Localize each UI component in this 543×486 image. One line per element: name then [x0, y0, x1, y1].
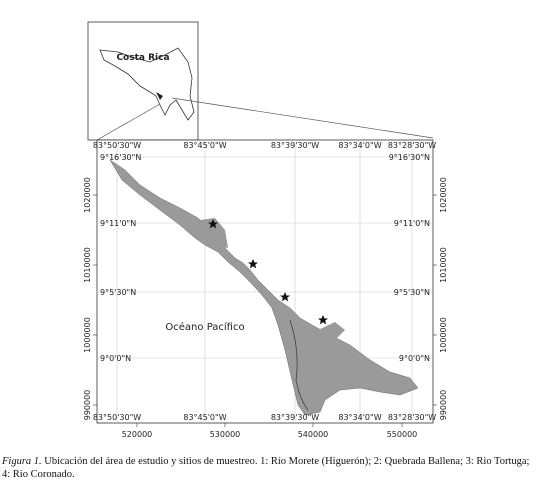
- easting-label: 520000: [122, 430, 153, 439]
- northing-label: 1010000: [83, 247, 92, 283]
- estuary: [200, 218, 228, 248]
- longitude-label: 83°28'30"W: [388, 413, 436, 422]
- longitude-label: 83°39'30"W: [271, 141, 319, 150]
- northing-label: 990000: [83, 390, 92, 421]
- northing-label: 990000: [439, 390, 448, 421]
- river: [289, 319, 309, 411]
- longitude-label: 83°45'0"W: [183, 413, 226, 422]
- longitude-label: 83°39'30"W: [271, 413, 319, 422]
- northing-label: 1010000: [439, 247, 448, 283]
- northing-label: 1000000: [439, 317, 448, 353]
- northing-label: 1020000: [439, 177, 448, 213]
- longitude-label: 83°34'0"W: [338, 141, 381, 150]
- caption-text: Ubicación del área de estudio y sitios d…: [2, 456, 530, 480]
- latitude-label: 9°0'0"N: [100, 354, 131, 363]
- map-figure: Costa Rica Océano Pacífico 83°50'30"W 83°…: [83, 21, 448, 439]
- sea-label: Océano Pacífico: [165, 321, 244, 333]
- caption-label: Figura 1.: [2, 456, 42, 467]
- costa-rica-outline: [99, 47, 195, 121]
- site-star: [248, 259, 258, 269]
- latitude-label: 9°11'0"N: [100, 219, 136, 228]
- longitude-label: 83°28'30"W: [388, 141, 436, 150]
- easting-label: 550000: [387, 430, 418, 439]
- connector-line: [96, 103, 161, 141]
- easting-label: 540000: [298, 430, 329, 439]
- site-star: [208, 219, 218, 229]
- connector-line: [171, 97, 434, 139]
- latitude-label: 9°5'30"N: [100, 288, 136, 297]
- northing-label: 1020000: [83, 177, 92, 213]
- study-area-marker: [156, 92, 163, 100]
- latitude-label: 9°5'30"N: [394, 288, 430, 297]
- site-star: [318, 315, 328, 325]
- latitude-label: 9°0'0"N: [399, 354, 430, 363]
- longitude-label: 83°50'30"W: [93, 413, 141, 422]
- easting-label: 530000: [210, 430, 241, 439]
- estuary: [318, 322, 345, 345]
- caption: Figura 1. Ubicación del área de estudio …: [2, 455, 540, 481]
- latitude-label: 9°16'30"N: [389, 153, 430, 162]
- longitude-label: 83°34'0"W: [338, 413, 381, 422]
- longitude-label: 83°50'30"W: [93, 141, 141, 150]
- northing-label: 1000000: [83, 317, 92, 353]
- inset-label: Costa Rica: [116, 53, 169, 63]
- site-star: [280, 292, 290, 302]
- latitude-label: 9°16'30"N: [100, 153, 141, 162]
- latitude-label: 9°11'0"N: [394, 219, 430, 228]
- longitude-label: 83°45'0"W: [183, 141, 226, 150]
- sample-sites: [208, 219, 328, 325]
